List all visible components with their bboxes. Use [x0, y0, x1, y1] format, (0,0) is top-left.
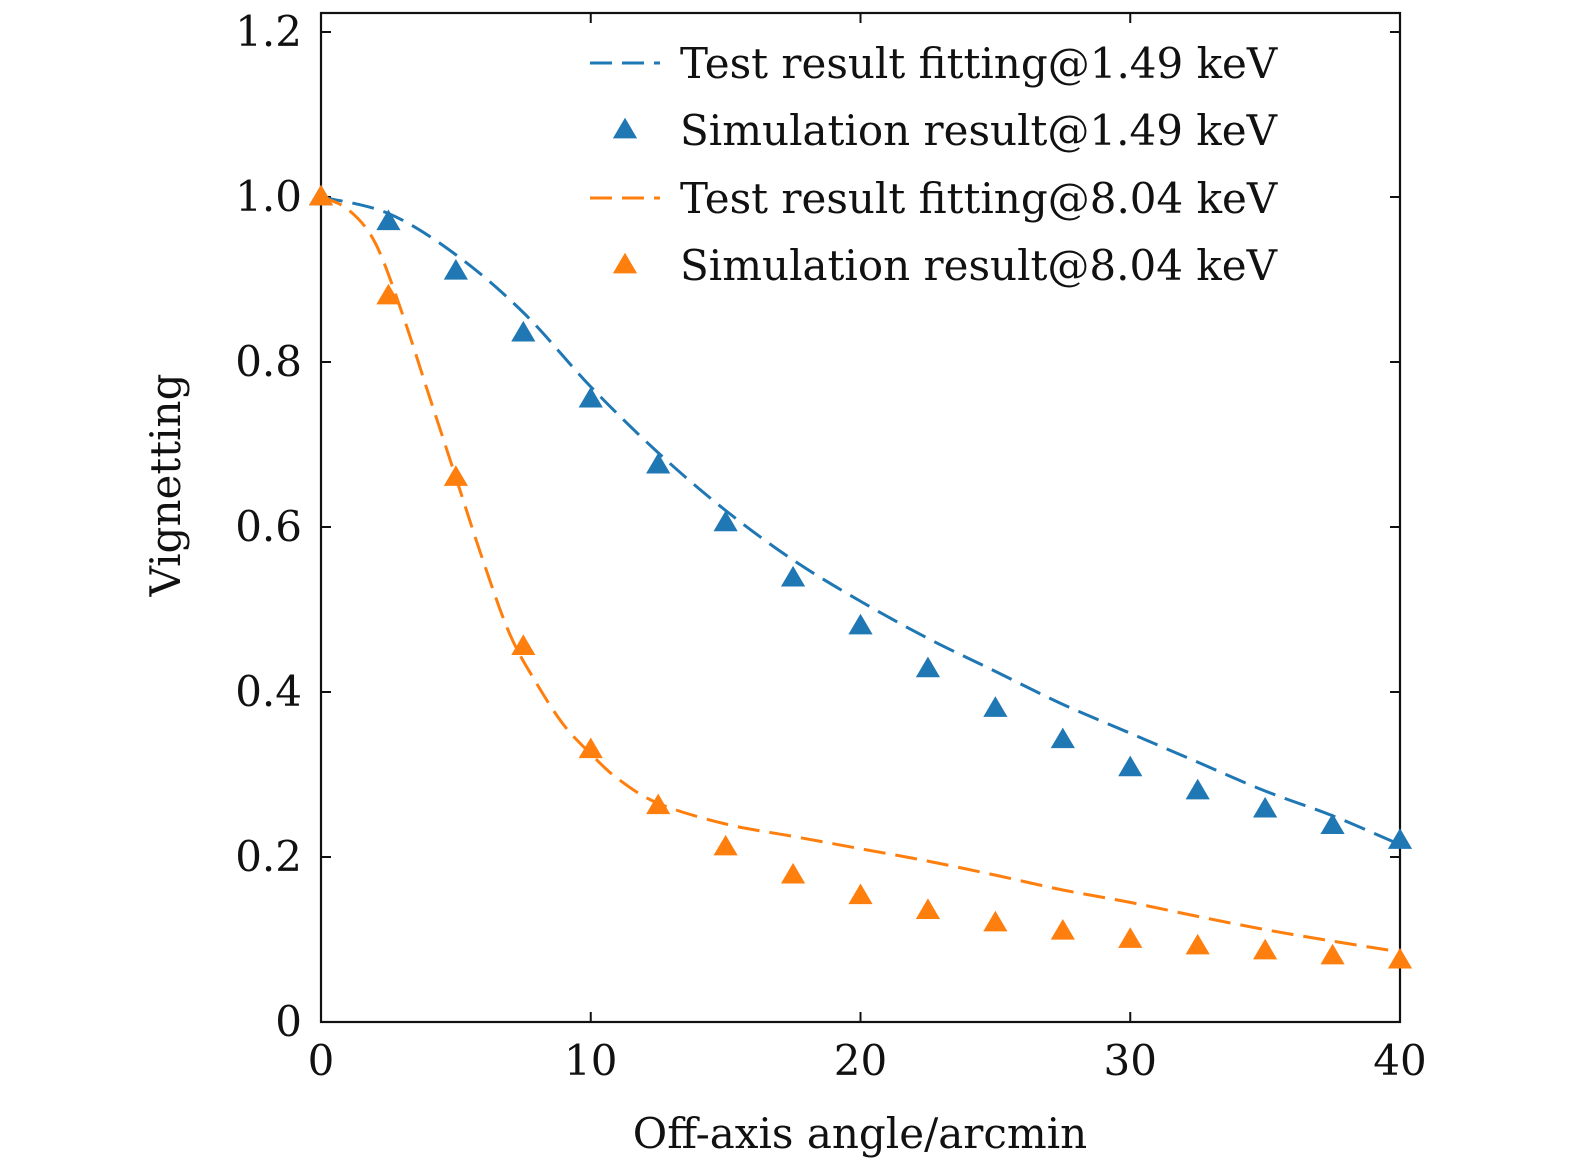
- legend-entry-label: Simulation result@1.49 keV: [680, 106, 1278, 155]
- simulation-point: [1320, 813, 1345, 834]
- simulation-point: [646, 793, 671, 815]
- series-2: [320, 195, 1401, 954]
- simulation-point: [376, 283, 401, 305]
- simulation-point: [443, 465, 468, 486]
- simulation-point: [983, 696, 1008, 717]
- simulation-point: [915, 656, 941, 678]
- fit-line: [320, 195, 1401, 847]
- simulation-point: [443, 258, 468, 280]
- legend-entry-label: Test result fitting@8.04 keV: [680, 174, 1278, 223]
- simulation-point: [308, 184, 334, 206]
- legend-marker-swatch: [612, 252, 638, 274]
- y-tick-label: 0.8: [235, 337, 302, 386]
- y-axis-label: Vignetting: [141, 374, 190, 598]
- y-tick-label: 1.0: [235, 172, 302, 221]
- simulation-point: [848, 613, 873, 635]
- y-tick-label: 0.2: [235, 832, 302, 881]
- simulation-point: [1185, 933, 1210, 955]
- simulation-point: [848, 883, 873, 905]
- x-tick-label: 10: [564, 1036, 617, 1085]
- y-tick-label: 0.4: [235, 667, 302, 716]
- simulation-point: [780, 565, 806, 587]
- simulation-point: [511, 320, 536, 342]
- simulation-point: [578, 386, 603, 408]
- simulation-point: [983, 910, 1008, 932]
- x-tick-label: 40: [1373, 1036, 1426, 1085]
- legend-entry-label: Simulation result@8.04 keV: [680, 241, 1278, 290]
- x-axis-label: Off-axis angle/arcmin: [633, 1109, 1087, 1158]
- simulation-point: [511, 634, 536, 655]
- legend-marker-swatch: [612, 117, 638, 139]
- simulation-point: [713, 510, 738, 532]
- x-tick-label: 30: [1104, 1036, 1157, 1085]
- y-axis-ticks: 0 0.2 0.4 0.6 0.8 1.0 1.2: [235, 7, 1400, 1046]
- simulation-point: [578, 737, 603, 759]
- simulation-point: [1387, 947, 1413, 969]
- series-layer: [308, 184, 1413, 969]
- simulation-point: [1185, 778, 1210, 800]
- legend: Test result fitting@1.49 keV Simulation r…: [590, 39, 1278, 290]
- simulation-point: [1050, 918, 1075, 940]
- x-tick-label: 0: [308, 1036, 335, 1085]
- simulation-point: [1253, 796, 1278, 818]
- fit-line: [320, 195, 1401, 954]
- simulation-point: [1118, 755, 1143, 777]
- series-3: [308, 184, 1413, 969]
- series-1: [308, 184, 1413, 849]
- simulation-point: [1050, 727, 1075, 749]
- x-tick-label: 20: [834, 1036, 887, 1085]
- simulation-point: [376, 209, 401, 231]
- simulation-point: [915, 898, 941, 919]
- y-tick-label: 1.2: [235, 7, 302, 56]
- simulation-point: [713, 834, 738, 856]
- simulation-point: [1253, 938, 1278, 960]
- simulation-point: [780, 862, 806, 884]
- series-0: [320, 195, 1401, 847]
- x-axis-ticks: 0 10 20 30 40: [308, 13, 1427, 1085]
- simulation-point: [646, 452, 671, 474]
- y-tick-label: 0.6: [235, 502, 302, 551]
- simulation-point: [1387, 828, 1413, 849]
- y-tick-label: 0: [275, 997, 302, 1046]
- simulation-point: [1118, 927, 1143, 948]
- simulation-point: [1320, 943, 1345, 965]
- legend-entry-label: Test result fitting@1.49 keV: [680, 39, 1278, 88]
- plot-frame: [319, 11, 1402, 1024]
